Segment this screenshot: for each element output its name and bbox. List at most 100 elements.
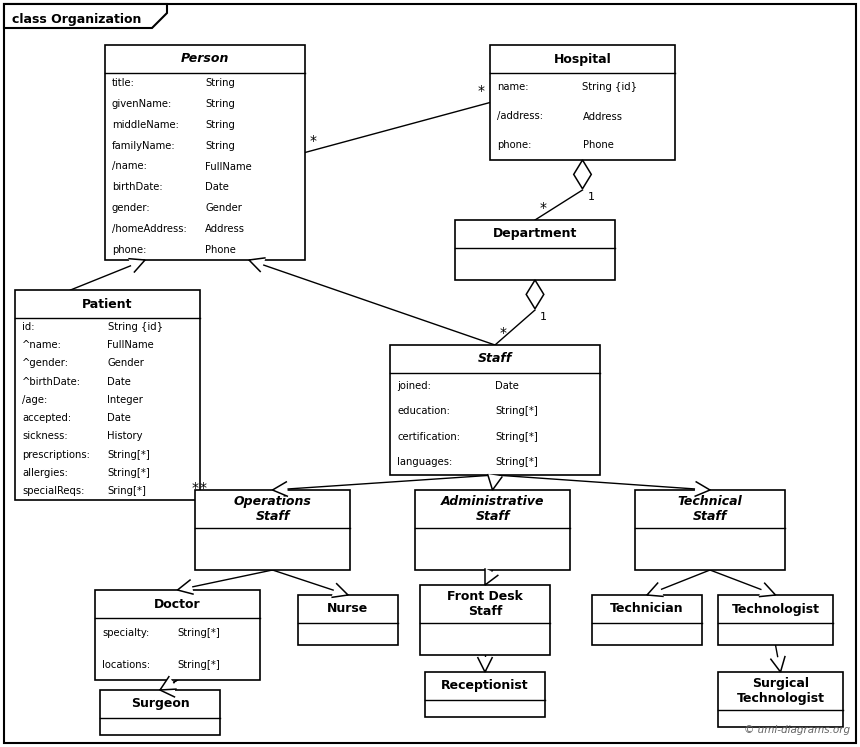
Text: Surgical
Technologist: Surgical Technologist [736,677,825,705]
Text: Nurse: Nurse [328,603,369,616]
Text: FullName: FullName [205,161,252,172]
Text: id:: id: [22,322,34,332]
Text: Phone: Phone [205,244,236,255]
Text: String: String [205,99,235,109]
Text: *: * [310,134,317,147]
Polygon shape [160,676,177,690]
Text: 1: 1 [587,192,594,202]
Text: String {id}: String {id} [582,82,637,93]
Polygon shape [771,656,785,672]
Polygon shape [574,160,592,189]
Polygon shape [249,258,266,272]
Text: sickness:: sickness: [22,431,68,441]
Text: prescriptions:: prescriptions: [22,450,90,459]
Text: Sring[*]: Sring[*] [108,486,146,496]
Polygon shape [485,568,499,585]
Text: givenName:: givenName: [112,99,172,109]
Text: Gender: Gender [108,359,144,368]
Text: title:: title: [112,78,135,88]
Text: languages:: languages: [397,457,452,468]
Text: Receptionist: Receptionist [441,680,529,692]
Text: Administrative
Staff: Administrative Staff [440,495,544,523]
Polygon shape [695,482,710,497]
Text: Integer: Integer [108,395,144,405]
Text: /homeAddress:: /homeAddress: [112,224,187,234]
Text: Gender: Gender [205,203,242,213]
Text: String[*]: String[*] [108,468,150,477]
Text: String[*]: String[*] [495,457,538,468]
Bar [298,595,398,645]
Text: phone:: phone: [112,244,146,255]
Text: name:: name: [497,82,529,93]
Text: Hospital: Hospital [554,52,611,66]
Polygon shape [477,657,493,672]
Polygon shape [759,583,776,597]
Text: middleName:: middleName: [112,120,179,130]
Text: Address: Address [205,224,245,234]
Text: certification:: certification: [397,432,460,441]
Bar [105,45,305,260]
Text: Technical
Staff: Technical Staff [678,495,742,523]
Text: Technologist: Technologist [732,603,820,616]
Bar [100,690,220,735]
Bar [718,672,843,727]
Text: /age:: /age: [22,395,47,405]
Text: Staff: Staff [478,353,513,365]
Text: *: * [540,201,547,215]
Bar [635,490,785,570]
Text: *: * [500,326,507,340]
Text: locations:: locations: [102,660,150,669]
Text: Technician: Technician [611,603,684,616]
Polygon shape [128,258,145,273]
Text: allergies:: allergies: [22,468,68,477]
Text: Patient: Patient [83,297,132,311]
Text: gender:: gender: [112,203,150,213]
Text: Department: Department [493,228,577,241]
Text: © uml-diagrams.org: © uml-diagrams.org [744,725,850,735]
Text: Operations
Staff: Operations Staff [234,495,311,523]
Text: Address: Address [582,111,623,122]
Text: String[*]: String[*] [108,450,150,459]
Text: specialReqs:: specialReqs: [22,486,84,496]
Bar [490,45,675,160]
Bar [425,672,545,717]
Text: String[*]: String[*] [495,406,538,416]
Text: Date: Date [495,381,519,391]
Polygon shape [273,482,288,497]
Text: Phone: Phone [582,140,613,150]
Bar [420,585,550,655]
Text: ^gender:: ^gender: [22,359,69,368]
Text: String[*]: String[*] [495,432,538,441]
Text: Person: Person [181,52,229,66]
Polygon shape [488,474,502,490]
Bar [718,595,833,645]
Text: birthDate:: birthDate: [112,182,163,192]
Text: /address:: /address: [497,111,543,122]
Polygon shape [331,583,348,598]
Text: ^name:: ^name: [22,341,62,350]
Text: Date: Date [108,413,132,423]
Bar [415,490,570,570]
Text: 1: 1 [540,312,547,322]
Text: joined:: joined: [397,381,431,391]
Text: String: String [205,78,235,88]
Text: Date: Date [108,376,132,387]
Text: *: * [200,481,207,495]
Bar [455,220,615,280]
Text: education:: education: [397,406,450,416]
Text: String: String [205,140,235,151]
Text: String: String [205,120,235,130]
Text: Doctor: Doctor [154,598,201,610]
Text: phone:: phone: [497,140,531,150]
Bar [95,590,260,680]
Text: FullName: FullName [108,341,154,350]
Text: /name:: /name: [112,161,147,172]
Text: ^birthDate:: ^birthDate: [22,376,81,387]
Polygon shape [526,280,544,309]
Bar [195,490,350,570]
Text: class Organization: class Organization [12,13,141,25]
Text: History: History [108,431,143,441]
Polygon shape [4,4,167,28]
Bar [15,290,200,500]
Polygon shape [647,583,664,596]
